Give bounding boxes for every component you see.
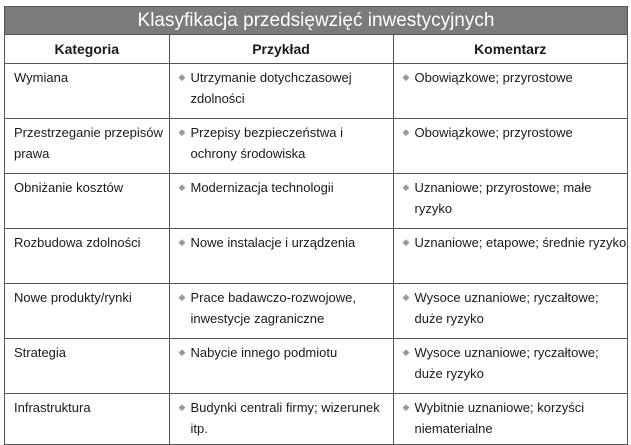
example-text: Nowe instalacje i urządzenia: [190, 235, 356, 250]
diamond-bullet-icon: ◆: [402, 237, 410, 247]
comment-cell: ◆ Wysoce uznaniowe; ryczałtowe; duże ryzy…: [392, 338, 627, 394]
diamond-bullet-icon: ◆: [402, 182, 410, 192]
diamond-bullet-icon: ◆: [178, 402, 186, 412]
table-row: Infrastruktura ◆ Budynki centrali firmy; w…: [5, 393, 627, 444]
comment-text: Uznaniowe; etapowe; średnie ryzyko: [414, 235, 627, 250]
example-cell: ◆ Budynki centrali firmy; wizerunek itp.: [168, 393, 394, 444]
example-cell: ◆ Modernizacja technologii: [168, 173, 394, 229]
table-title: Klasyfikacja przedsięwzięć inwestycyjnyc…: [5, 7, 627, 35]
table-row: Wymiana ◆ Utrzymanie dotychczasowej zdolno…: [5, 63, 627, 119]
classification-table: Kategoria Przykład Komentarz Wymiana ◆ Utr…: [5, 35, 627, 444]
diamond-bullet-icon: ◆: [402, 127, 410, 137]
comment-cell: ◆ Wysoce uznaniowe; ryczałtowe; duże ryzy…: [392, 283, 627, 339]
example-cell: ◆ Przepisy bezpieczeństwa i ochrony środo…: [168, 118, 394, 174]
example-cell: ◆ Nowe instalacje i urządzenia: [168, 228, 394, 284]
table-row: Obniżanie kosztów ◆ Modernizacja technolog…: [5, 173, 627, 229]
diamond-bullet-icon: ◆: [402, 72, 410, 82]
comment-text: Wysoce uznaniowe; ryczałtowe; duże ryzyk…: [414, 290, 599, 326]
category-cell: Strategia: [5, 338, 170, 394]
example-text: Prace badawczo-rozwojowe, inwestycje zag…: [190, 290, 356, 326]
category-cell: Obniżanie kosztów: [5, 173, 170, 229]
example-text: Utrzymanie dotychczasowej zdolności: [190, 70, 352, 106]
table-row: Strategia ◆ Nabycie innego podmiotu ◆ Wysoce…: [5, 338, 627, 394]
comment-cell: ◆ Obowiązkowe; przyrostowe: [392, 63, 627, 119]
header-comment: Komentarz: [392, 35, 627, 64]
comment-text: Wysoce uznaniowe; ryczałtowe; duże ryzyk…: [414, 345, 599, 381]
comment-cell: ◆ Obowiązkowe; przyrostowe: [392, 118, 627, 174]
example-cell: ◆ Utrzymanie dotychczasowej zdolności: [168, 63, 394, 119]
header-example: Przykład: [168, 35, 394, 64]
comment-text: Obowiązkowe; przyrostowe: [414, 70, 573, 85]
comment-text: Obowiązkowe; przyrostowe: [414, 125, 573, 140]
header-category: Kategoria: [5, 35, 170, 64]
comment-cell: ◆ Wybitnie uznaniowe; korzyści niemateria…: [392, 393, 627, 444]
table-row: Rozbudowa zdolności ◆ Nowe instalacje i ur…: [5, 228, 627, 284]
diamond-bullet-icon: ◆: [178, 237, 186, 247]
diamond-bullet-icon: ◆: [178, 347, 186, 357]
diamond-bullet-icon: ◆: [402, 347, 410, 357]
category-cell: Nowe produkty/rynki: [5, 283, 170, 339]
example-text: Modernizacja technologii: [190, 180, 334, 195]
example-text: Przepisy bezpieczeństwa i ochrony środow…: [190, 125, 343, 161]
classification-table-container: Klasyfikacja przedsięwzięć inwestycyjnyc…: [4, 6, 628, 445]
category-cell: Rozbudowa zdolności: [5, 228, 170, 284]
comment-text: Wybitnie uznaniowe; korzyści niematerial…: [414, 400, 585, 436]
example-text: Budynki centrali firmy; wizerunek itp.: [190, 400, 380, 436]
category-cell: Przestrzeganie przepisów prawa: [5, 118, 170, 174]
table-row: Przestrzeganie przepisów prawa ◆ Przepisy …: [5, 118, 627, 174]
example-cell: ◆ Prace badawczo-rozwojowe, inwestycje za…: [168, 283, 394, 339]
diamond-bullet-icon: ◆: [178, 292, 186, 302]
example-text: Nabycie innego podmiotu: [190, 345, 338, 360]
diamond-bullet-icon: ◆: [178, 127, 186, 137]
diamond-bullet-icon: ◆: [402, 292, 410, 302]
comment-text: Uznaniowe; przyrostowe; małe ryzyko: [414, 180, 592, 216]
diamond-bullet-icon: ◆: [178, 182, 186, 192]
table-row: Nowe produkty/rynki ◆ Prace badawczo-rozwo…: [5, 283, 627, 339]
diamond-bullet-icon: ◆: [178, 72, 186, 82]
comment-cell: ◆ Uznaniowe; etapowe; średnie ryzyko: [392, 228, 627, 284]
example-cell: ◆ Nabycie innego podmiotu: [168, 338, 394, 394]
category-cell: Infrastruktura: [5, 393, 170, 444]
category-cell: Wymiana: [5, 63, 170, 119]
diamond-bullet-icon: ◆: [402, 402, 410, 412]
comment-cell: ◆ Uznaniowe; przyrostowe; małe ryzyko: [392, 173, 627, 229]
